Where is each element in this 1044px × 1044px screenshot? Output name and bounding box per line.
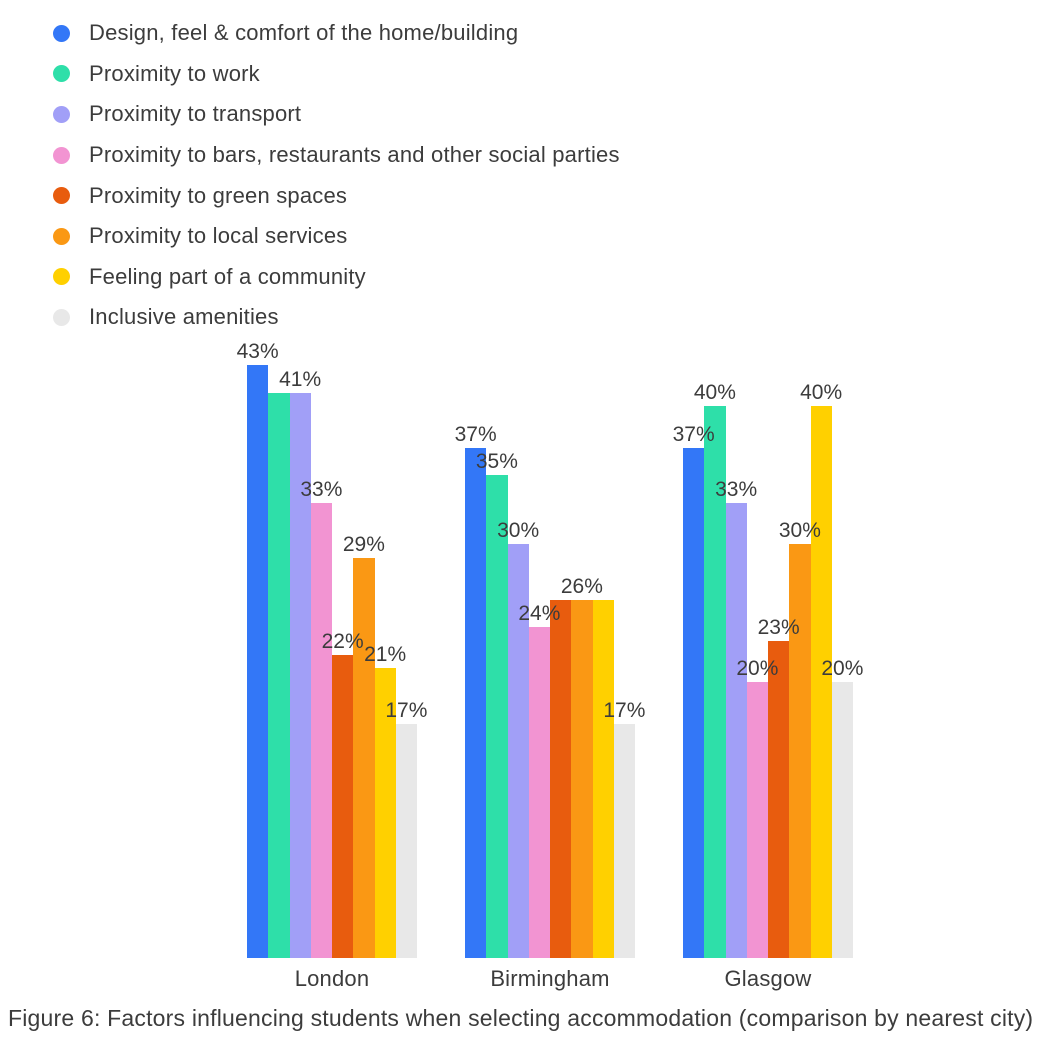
- bar-value-label: 30%: [497, 519, 540, 543]
- bar: 29%: [343, 534, 385, 958]
- bar-value-label: 33%: [300, 477, 343, 501]
- bar-value-label: 40%: [800, 381, 843, 405]
- legend-label: Inclusive amenities: [89, 304, 279, 330]
- legend-label: Proximity to green spaces: [89, 182, 348, 208]
- legend-color-dot-icon: [53, 105, 70, 123]
- legend-color-dot-icon: [53, 24, 70, 42]
- bar: 33%: [300, 479, 342, 958]
- x-axis-label: London: [294, 966, 370, 991]
- bar-value-label: 26%: [560, 574, 603, 598]
- bar: 20%: [821, 658, 863, 958]
- legend-color-dot-icon: [53, 268, 70, 286]
- bar-group: 43% 41% 33% 22% 29% 21% 17%: [237, 341, 427, 958]
- bar: 35%: [476, 451, 518, 958]
- bar-value-label: 41%: [279, 367, 322, 391]
- legend-label: Proximity to work: [89, 60, 260, 86]
- bar-value-label: 22%: [321, 629, 364, 653]
- bar-value-label: 37%: [672, 422, 715, 446]
- bar: 37%: [455, 424, 497, 958]
- bar-value-label: 43%: [236, 340, 279, 363]
- legend-item: Proximity to local services: [53, 216, 620, 257]
- bar: 23%: [758, 617, 800, 958]
- bar: 24%: [518, 603, 560, 958]
- figure-caption: Figure 6: Factors influencing students w…: [8, 1005, 1034, 1031]
- bar: 41%: [279, 369, 321, 958]
- bar-value-label: 24%: [518, 602, 561, 625]
- legend-color-dot-icon: [53, 308, 70, 326]
- bar-value-label: 35%: [475, 450, 518, 474]
- bar: 26%: [561, 576, 603, 958]
- bar: 20%: [736, 658, 778, 958]
- bar-value-label: 17%: [603, 698, 646, 722]
- bar: [550, 599, 572, 958]
- legend-item: Inclusive amenities: [53, 297, 620, 338]
- bar: 22%: [322, 631, 364, 958]
- bar: 33%: [715, 479, 757, 958]
- bar-value-label: 29%: [342, 533, 385, 557]
- bar: 30%: [779, 520, 821, 958]
- bar-value-label: 23%: [757, 615, 800, 639]
- legend: Design, feel & comfort of the home/build…: [53, 13, 620, 338]
- legend-item: Feeling part of a community: [53, 257, 620, 298]
- legend-item: Proximity to transport: [53, 94, 620, 135]
- bar-value-label: 33%: [715, 477, 758, 501]
- legend-label: Feeling part of a community: [89, 263, 366, 289]
- bar-value-label: 37%: [454, 422, 497, 446]
- bar: 40%: [800, 382, 842, 958]
- legend-label: Design, feel & comfort of the home/build…: [89, 20, 519, 46]
- bar-value-label: 30%: [778, 519, 821, 543]
- legend-label: Proximity to bars, restaurants and other…: [89, 142, 620, 168]
- bar: 30%: [497, 520, 539, 958]
- legend-color-dot-icon: [53, 187, 70, 205]
- legend-color-dot-icon: [53, 227, 70, 245]
- bar: 17%: [385, 700, 427, 958]
- bar-value-label: 17%: [385, 698, 428, 722]
- bar: [268, 392, 290, 958]
- bar-value-label: 20%: [821, 657, 864, 681]
- bar-value-label: 20%: [736, 657, 779, 681]
- bar: [592, 599, 614, 958]
- legend-item: Proximity to work: [53, 54, 620, 95]
- x-axis-label: Glasgow: [724, 966, 812, 991]
- bar-value-label: 21%: [364, 643, 407, 667]
- bar-group: 37% 40% 33% 20% 23% 30% 40% 20%: [673, 382, 863, 958]
- legend-item: Proximity to green spaces: [53, 175, 620, 216]
- bar-group: 37% 35% 30% 24% 26% 17%: [455, 424, 645, 958]
- bar: 40%: [694, 382, 736, 958]
- bar: 43%: [237, 341, 279, 958]
- bar: 21%: [364, 644, 406, 958]
- legend-label: Proximity to local services: [89, 223, 348, 249]
- x-axis-label: Birmingham: [490, 966, 610, 991]
- bar-value-label: 40%: [693, 381, 736, 405]
- bar: 17%: [603, 700, 645, 958]
- legend-label: Proximity to transport: [89, 101, 302, 127]
- legend-color-dot-icon: [53, 146, 70, 164]
- legend-item: Design, feel & comfort of the home/build…: [53, 13, 620, 54]
- legend-item: Proximity to bars, restaurants and other…: [53, 135, 620, 176]
- bar: 37%: [673, 424, 715, 958]
- legend-color-dot-icon: [53, 65, 70, 83]
